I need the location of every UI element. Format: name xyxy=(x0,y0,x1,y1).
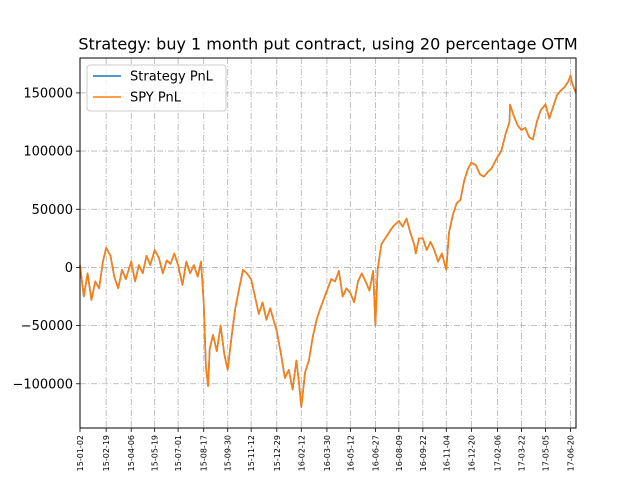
y-tick-label: 100000 xyxy=(23,145,73,160)
x-tick-label: 16-02-12 xyxy=(297,435,306,471)
y-axis: −100000 −50000 0 50000 100000 150000 xyxy=(12,86,80,392)
x-tick-label: 16-05-12 xyxy=(346,435,355,471)
series-lines xyxy=(79,74,577,408)
x-tick-label: 16-08-09 xyxy=(395,435,404,471)
legend-box xyxy=(86,64,227,112)
x-tick-label: 15-12-29 xyxy=(273,435,282,471)
x-tick-label: 15-11-12 xyxy=(247,435,256,471)
x-axis: 15-01-02 15-02-19 15-04-06 15-05-19 15-07-01… xyxy=(76,428,576,471)
x-tick-label: 15-09-30 xyxy=(224,435,233,471)
y-tick-label: −50000 xyxy=(21,319,73,334)
y-tick-label: 50000 xyxy=(32,203,73,218)
legend-label-spy-pnl: SPY PnL xyxy=(130,91,182,106)
x-tick-label: 17-03-22 xyxy=(517,435,526,471)
series-line-spy-pnl xyxy=(79,74,577,408)
grid-lines xyxy=(79,58,576,428)
x-tick-label: 17-06-20 xyxy=(567,435,576,471)
y-tick-label: 0 xyxy=(65,261,73,276)
legend-label-strategy-pnl: Strategy PnL xyxy=(130,70,214,85)
x-tick-label: 17-05-05 xyxy=(541,435,550,471)
x-tick-label: 16-11-04 xyxy=(442,435,451,471)
x-tick-label: 16-09-22 xyxy=(419,435,428,471)
x-tick-label: 15-08-17 xyxy=(200,435,209,471)
x-tick-label: 15-04-06 xyxy=(127,435,136,471)
chart-title: Strategy: buy 1 month put contract, usin… xyxy=(78,35,577,54)
x-tick-label: 17-02-06 xyxy=(494,435,503,471)
plot-frame xyxy=(79,57,577,429)
x-tick-label: 16-06-27 xyxy=(371,435,380,471)
x-tick-label: 15-01-02 xyxy=(76,435,85,471)
legend: Strategy PnL SPY PnL xyxy=(86,64,227,112)
x-tick-label: 16-03-30 xyxy=(323,435,332,471)
x-tick-label: 16-12-20 xyxy=(467,435,476,471)
y-tick-label: −100000 xyxy=(12,377,73,392)
x-tick-label: 15-05-19 xyxy=(151,435,160,471)
x-tick-label: 15-02-19 xyxy=(102,435,111,471)
y-tick-label: 150000 xyxy=(23,86,73,101)
x-tick-label: 15-07-01 xyxy=(174,435,183,471)
